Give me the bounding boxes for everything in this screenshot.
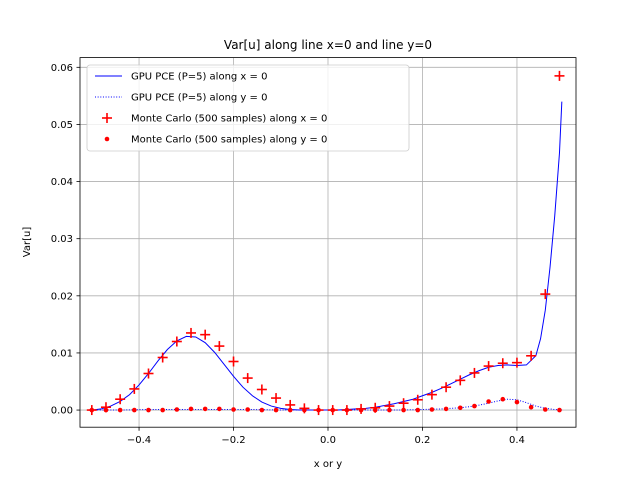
- data-point: [554, 70, 565, 81]
- y-tick-label: 0.01: [51, 348, 73, 359]
- y-tick-label: 0.02: [51, 291, 73, 302]
- data-point: [415, 407, 421, 413]
- data-point: [256, 384, 267, 395]
- data-point: [344, 407, 350, 413]
- data-point: [426, 389, 437, 400]
- data-point: [511, 357, 522, 368]
- data-point: [115, 394, 126, 405]
- data-point: [302, 407, 307, 413]
- x-tick-label: 0.4: [509, 435, 525, 446]
- legend-handle: [102, 113, 112, 123]
- y-axis-ticks: 0.00 0.01 0.02 0.03 0.04 0.05 0.06: [51, 63, 80, 417]
- x-axis-label: x or y: [314, 459, 343, 470]
- data-point: [316, 407, 321, 413]
- legend-marker: [102, 113, 112, 123]
- data-point: [146, 407, 151, 413]
- data-point: [287, 407, 293, 413]
- data-point: [89, 407, 95, 413]
- data-point: [217, 406, 222, 412]
- x-tick-label: 0.2: [415, 435, 431, 446]
- x-axis-ticks: −0.4 −0.2 0.0 0.2 0.4: [127, 427, 525, 446]
- data-point: [174, 407, 180, 412]
- data-point: [528, 404, 534, 410]
- data-point: [526, 350, 537, 361]
- data-point: [330, 407, 336, 413]
- legend-handle: [104, 136, 110, 142]
- data-point: [103, 407, 109, 413]
- legend-label: Monte Carlo (500 samples) along y = 0: [131, 135, 327, 146]
- series-2: [91, 398, 562, 411]
- data-point: [188, 406, 194, 412]
- data-point: [387, 407, 392, 413]
- data-point: [455, 375, 466, 386]
- data-point: [271, 393, 282, 404]
- data-point: [497, 358, 508, 369]
- data-point: [129, 383, 140, 394]
- legend-label: GPU PCE (P=5) along y = 0: [131, 93, 267, 104]
- legend-box: [86, 64, 410, 152]
- data-point: [472, 403, 477, 409]
- data-point: [372, 407, 378, 413]
- data-point: [358, 407, 364, 413]
- data-point: [186, 327, 197, 338]
- data-point: [242, 373, 253, 384]
- y-tick-label: 0.04: [51, 177, 73, 188]
- data-point: [143, 368, 154, 379]
- data-point: [412, 394, 423, 405]
- data-point: [228, 356, 239, 367]
- data-point: [429, 407, 435, 412]
- data-point: [273, 407, 279, 413]
- data-point: [259, 407, 265, 413]
- y-tick-label: 0.06: [51, 63, 73, 74]
- data-point: [469, 367, 480, 378]
- chart-title: Var[u] along line x=0 and line y=0: [224, 38, 432, 52]
- series-4: [89, 396, 562, 413]
- data-point: [542, 407, 548, 412]
- x-tick-label: −0.4: [127, 435, 151, 446]
- data-point: [117, 407, 123, 413]
- data-point: [398, 398, 409, 409]
- data-point: [231, 407, 236, 412]
- legend-label: Monte Carlo (500 samples) along x = 0: [131, 114, 327, 125]
- data-point: [443, 406, 449, 412]
- data-point: [202, 406, 208, 412]
- legend: GPU PCE (P=5) along x = 0 GPU PCE (P=5) a…: [86, 64, 410, 152]
- y-axis-label: Var[u]: [22, 227, 33, 258]
- data-point: [540, 289, 551, 300]
- legend-label: GPU PCE (P=5) along x = 0: [131, 72, 267, 83]
- data-point: [245, 407, 250, 412]
- data-point: [500, 396, 506, 402]
- data-point: [214, 341, 225, 352]
- plot-series: [86, 70, 565, 416]
- data-point: [157, 352, 168, 363]
- series-line: [91, 398, 562, 411]
- data-point: [171, 336, 182, 347]
- data-point: [514, 399, 520, 405]
- x-tick-label: 0.0: [320, 435, 336, 446]
- data-point: [132, 407, 137, 413]
- x-tick-label: −0.2: [221, 435, 245, 446]
- data-point: [483, 361, 494, 372]
- data-point: [160, 407, 165, 413]
- y-tick-label: 0.03: [51, 234, 73, 245]
- y-tick-label: 0.00: [51, 406, 73, 417]
- data-point: [457, 405, 463, 411]
- data-point: [557, 407, 562, 413]
- data-point: [486, 399, 491, 404]
- data-point: [200, 329, 211, 340]
- data-point: [401, 407, 406, 413]
- legend-marker: [104, 136, 110, 142]
- y-tick-label: 0.05: [51, 120, 73, 131]
- data-point: [441, 382, 452, 393]
